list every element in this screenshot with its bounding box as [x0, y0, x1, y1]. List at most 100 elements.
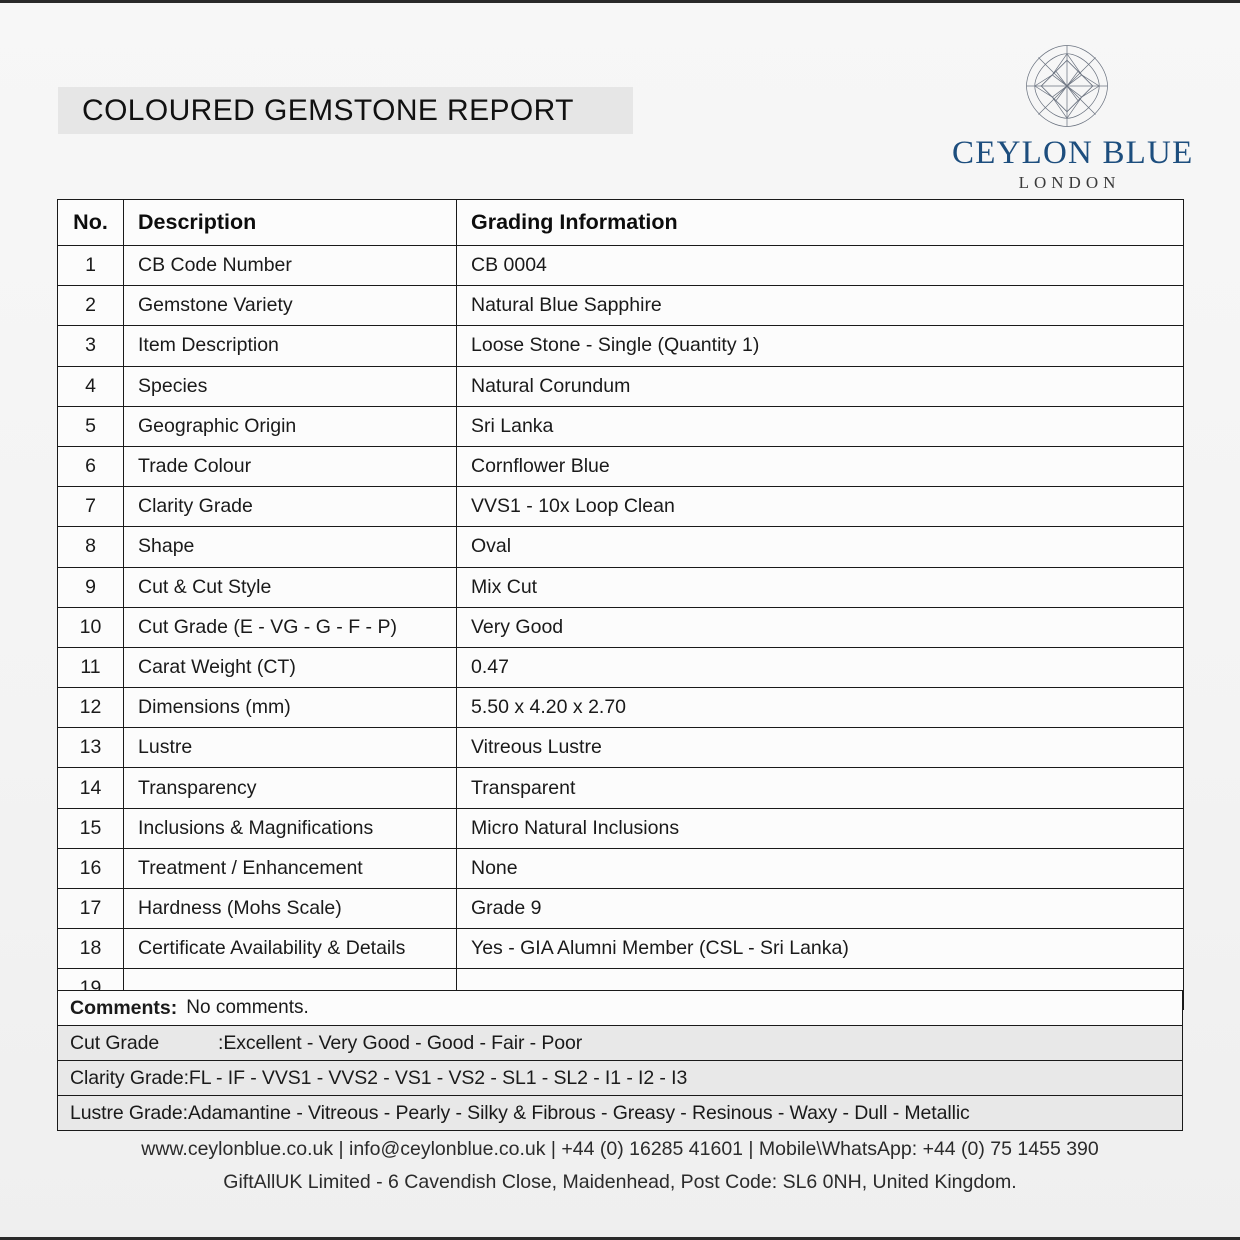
- table-row: 17 Hardness (Mohs Scale) Grade 9: [57, 887, 1184, 930]
- cell-no: 16: [57, 847, 124, 890]
- cell-description: Cut & Cut Style: [123, 566, 457, 608]
- table-row: 7 Clarity Grade VVS1 - 10x Loop Clean: [57, 486, 1184, 528]
- table-row: 9 Cut & Cut Style Mix Cut: [57, 566, 1184, 608]
- table-row: 2 Gemstone Variety Natural Blue Sapphire: [57, 285, 1184, 327]
- cell-description: Transparency: [123, 767, 457, 809]
- cell-no: 13: [57, 727, 124, 769]
- cell-description: Certificate Availability & Details: [123, 928, 457, 970]
- cell-description: Hardness (Mohs Scale): [123, 887, 457, 930]
- page-top-rule: [0, 0, 1240, 3]
- comments-row: Comments: No comments.: [57, 990, 1183, 1026]
- comments-value: No comments.: [186, 997, 309, 1018]
- footer-contact-line: www.ceylonblue.co.uk | info@ceylonblue.c…: [141, 1138, 1099, 1160]
- table-header-row: No. Description Grading Information: [57, 199, 1184, 246]
- cell-grading: Grade 9: [456, 887, 1184, 930]
- cell-grading: Natural Corundum: [456, 365, 1184, 407]
- legend-separator: :: [218, 1031, 224, 1054]
- legend-row-cut-grade: Cut Grade : Excellent - Very Good - Good…: [57, 1026, 1183, 1061]
- cell-no: 7: [57, 486, 124, 528]
- page-footer: www.ceylonblue.co.uk | info@ceylonblue.c…: [0, 1133, 1240, 1199]
- cell-no: 3: [57, 325, 124, 367]
- legend-row-clarity-grade: Clarity Grade : FL - IF - VVS1 - VVS2 - …: [57, 1061, 1183, 1096]
- cell-grading: None: [456, 847, 1184, 890]
- brand-name: CEYLON BLUE: [952, 135, 1194, 171]
- table-row: 5 Geographic Origin Sri Lanka: [57, 405, 1184, 447]
- cell-description: Inclusions & Magnifications: [123, 807, 457, 849]
- legend-separator: :: [183, 1066, 189, 1089]
- table-row: 16 Treatment / Enhancement None: [57, 847, 1184, 890]
- cell-no: 8: [57, 526, 124, 568]
- cell-description: Lustre: [123, 727, 457, 769]
- table-row: 13 Lustre Vitreous Lustre: [57, 727, 1184, 769]
- page-bottom-rule: [0, 1237, 1240, 1240]
- table-body: 1 CB Code Number CB 0004 2 Gemstone Variety…: [57, 244, 1184, 1010]
- table-row: 11 Carat Weight (CT) 0.47: [57, 646, 1184, 689]
- cell-no: 5: [57, 405, 124, 447]
- cell-grading: 0.47: [456, 646, 1184, 689]
- cell-description: Clarity Grade: [123, 486, 457, 528]
- cell-grading: Natural Blue Sapphire: [456, 285, 1184, 327]
- comments-label: Comments:: [70, 996, 178, 1019]
- table-row: 12 Dimensions (mm) 5.50 x 4.20 x 2.70: [57, 687, 1184, 729]
- cell-no: 17: [57, 887, 124, 930]
- cell-description: Shape: [123, 526, 457, 568]
- table-row: 15 Inclusions & Magnifications Micro Natur…: [57, 807, 1184, 849]
- table-row: 10 Cut Grade (E - VG - G - F - P) Very Goo…: [57, 606, 1184, 648]
- cell-description: Treatment / Enhancement: [123, 847, 457, 890]
- legend-label: Clarity Grade: [70, 1066, 184, 1089]
- cell-no: 11: [57, 646, 124, 689]
- cell-grading: Loose Stone - Single (Quantity 1): [456, 325, 1184, 367]
- cell-grading: Sri Lanka: [456, 405, 1184, 447]
- legend-separator: :: [182, 1101, 188, 1124]
- legend-row-lustre-grade: Lustre Grade : Adamantine - Vitreous - P…: [57, 1096, 1183, 1131]
- cell-no: 12: [57, 687, 124, 729]
- notes-section: Comments: No comments. Cut Grade : Excel…: [57, 990, 1183, 1131]
- cell-no: 10: [57, 606, 124, 648]
- brand-sub: LONDON: [1018, 172, 1121, 192]
- cell-description: CB Code Number: [123, 244, 457, 287]
- cell-description: Geographic Origin: [123, 405, 457, 447]
- footer-address-line: GiftAllUK Limited - 6 Cavendish Close, M…: [223, 1171, 1017, 1193]
- legend-value: Adamantine - Vitreous - Pearly - Silky &…: [187, 1101, 970, 1124]
- legend-value: Excellent - Very Good - Good - Fair - Po…: [223, 1031, 583, 1054]
- report-header: COLOURED GEMSTONE REPORT CEYLO: [58, 40, 1194, 193]
- column-header-grading: Grading Information: [456, 199, 1184, 246]
- gemstone-report-table: No. Description Grading Information 1 CB …: [57, 199, 1184, 1010]
- cell-no: 18: [57, 928, 124, 970]
- cell-description: Item Description: [123, 325, 457, 367]
- cell-grading: Transparent: [456, 767, 1184, 809]
- cell-no: 1: [57, 244, 124, 287]
- gemstone-facet-icon: [1026, 45, 1108, 127]
- cell-description: Gemstone Variety: [123, 285, 457, 327]
- cell-description: Carat Weight (CT): [123, 646, 457, 689]
- cell-description: Trade Colour: [123, 445, 457, 488]
- cell-no: 4: [57, 365, 124, 407]
- report-title-band: COLOURED GEMSTONE REPORT: [58, 87, 633, 134]
- cell-no: 14: [57, 767, 124, 809]
- column-header-description: Description: [123, 199, 457, 246]
- cell-grading: VVS1 - 10x Loop Clean: [456, 486, 1184, 528]
- cell-grading: Mix Cut: [456, 566, 1184, 608]
- cell-no: 9: [57, 566, 124, 608]
- table-row: 6 Trade Colour Cornflower Blue: [57, 445, 1184, 488]
- cell-no: 2: [57, 285, 124, 327]
- table-row: 1 CB Code Number CB 0004: [57, 244, 1184, 287]
- cell-no: 15: [57, 807, 124, 849]
- cell-grading: Micro Natural Inclusions: [456, 807, 1184, 849]
- cell-grading: 5.50 x 4.20 x 2.70: [456, 687, 1184, 729]
- cell-grading: Oval: [456, 526, 1184, 568]
- cell-grading: Cornflower Blue: [456, 445, 1184, 488]
- cell-description: Species: [123, 365, 457, 407]
- table-row: 8 Shape Oval: [57, 526, 1184, 568]
- cell-grading: CB 0004: [456, 244, 1184, 287]
- cell-grading: Vitreous Lustre: [456, 727, 1184, 769]
- page-title: COLOURED GEMSTONE REPORT: [82, 93, 574, 127]
- cell-grading: Very Good: [456, 606, 1184, 648]
- legend-label: Lustre Grade: [70, 1101, 183, 1124]
- table-row: 4 Species Natural Corundum: [57, 365, 1184, 407]
- brand-logo: CEYLON BLUE LONDON: [952, 40, 1194, 193]
- cell-grading: Yes - GIA Alumni Member (CSL - Sri Lanka…: [456, 928, 1184, 970]
- legend-value: FL - IF - VVS1 - VVS2 - VS1 - VS2 - SL1 …: [188, 1066, 688, 1089]
- table-row: 14 Transparency Transparent: [57, 767, 1184, 809]
